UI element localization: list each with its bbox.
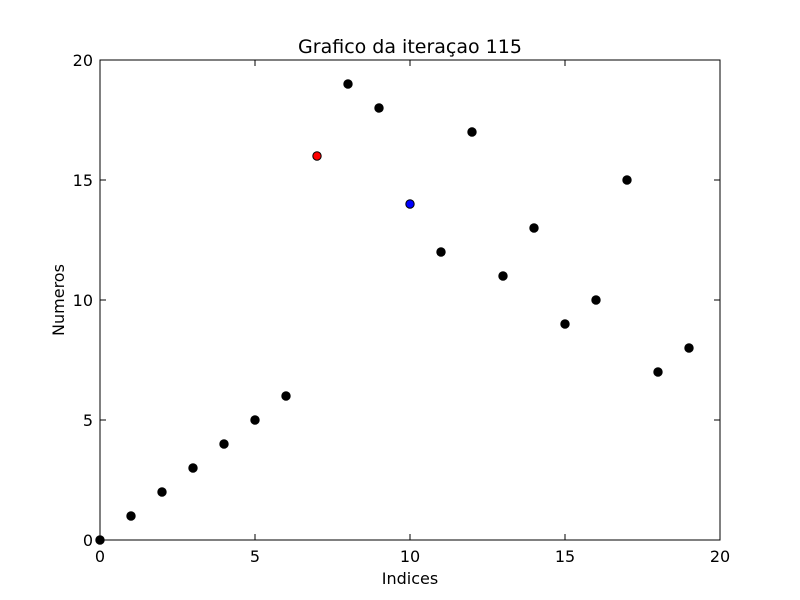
chart-title: Grafico da iteraçao 115 bbox=[298, 36, 522, 58]
y-tick-label-20: 20 bbox=[73, 51, 93, 70]
scatter-points bbox=[95, 79, 694, 545]
y-tick-label-10: 10 bbox=[73, 291, 93, 310]
axis-tick-labels: 0 5 10 15 20 0 5 10 15 20 bbox=[73, 51, 731, 566]
data-point-11 bbox=[436, 247, 446, 257]
data-point-6 bbox=[281, 391, 291, 401]
axis-ticks bbox=[99, 59, 721, 541]
data-point-9 bbox=[374, 103, 384, 113]
data-point-18 bbox=[653, 367, 663, 377]
y-tick-label-15: 15 bbox=[73, 171, 93, 190]
data-point-12 bbox=[467, 127, 477, 137]
y-tick-label-0: 0 bbox=[83, 531, 93, 550]
y-axis-label: Numeros bbox=[49, 264, 68, 336]
data-point-8 bbox=[343, 79, 353, 89]
y-tick-label-5: 5 bbox=[83, 411, 93, 430]
data-point-7 bbox=[312, 151, 322, 161]
data-point-1 bbox=[126, 511, 136, 521]
x-tick-label-0: 0 bbox=[95, 547, 105, 566]
x-tick-label-15: 15 bbox=[555, 547, 575, 566]
data-point-15 bbox=[560, 319, 570, 329]
data-point-5 bbox=[250, 415, 260, 425]
data-point-16 bbox=[591, 295, 601, 305]
data-point-4 bbox=[219, 439, 229, 449]
data-point-13 bbox=[498, 271, 508, 281]
data-point-0 bbox=[95, 535, 105, 545]
data-point-19 bbox=[684, 343, 694, 353]
x-tick-label-5: 5 bbox=[250, 547, 260, 566]
data-point-10 bbox=[405, 199, 415, 209]
data-point-14 bbox=[529, 223, 539, 233]
x-tick-label-10: 10 bbox=[400, 547, 420, 566]
data-point-3 bbox=[188, 463, 198, 473]
x-axis-label: Indices bbox=[382, 569, 438, 588]
data-point-2 bbox=[157, 487, 167, 497]
data-point-17 bbox=[622, 175, 632, 185]
x-tick-label-20: 20 bbox=[710, 547, 730, 566]
